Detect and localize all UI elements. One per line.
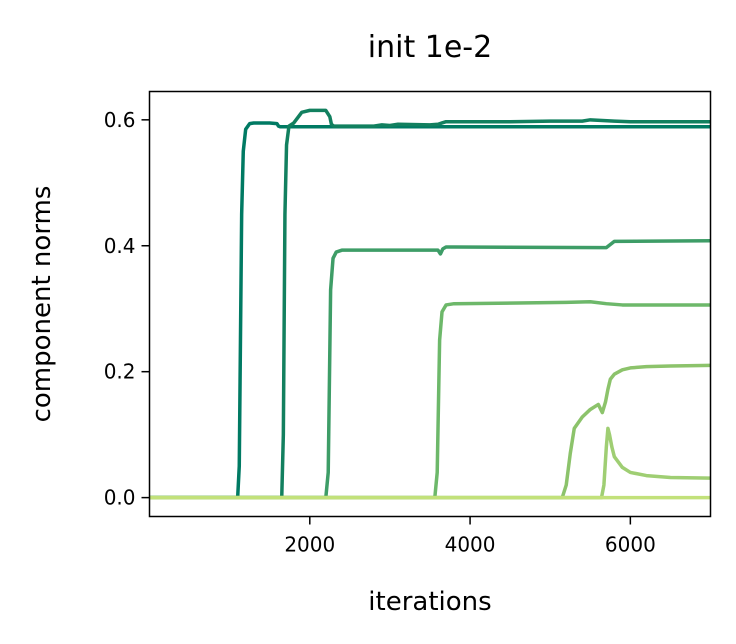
y-tick-label: 0.4 xyxy=(104,234,136,258)
series-line-5 xyxy=(149,363,711,500)
plot-frame xyxy=(148,90,712,518)
plot-area xyxy=(149,108,711,500)
x-tick-label: 6000 xyxy=(605,533,656,557)
y-axis-label: component norms xyxy=(27,186,57,423)
series-line-4 xyxy=(149,300,711,500)
y-tick-label: 0.0 xyxy=(104,486,136,510)
series-line-3 xyxy=(149,238,711,500)
series-line-2 xyxy=(149,108,711,500)
x-axis-label: iterations xyxy=(368,587,491,617)
series-line-1 xyxy=(149,121,711,500)
y-axis: 0.0 0.2 0.4 0.6 xyxy=(104,108,150,510)
x-axis: 2000 4000 6000 xyxy=(284,516,656,557)
y-tick-label: 0.2 xyxy=(104,360,136,384)
x-tick-label: 2000 xyxy=(284,533,335,557)
series-line-6 xyxy=(149,426,711,500)
y-tick-label: 0.6 xyxy=(104,108,136,132)
x-tick-label: 4000 xyxy=(445,533,496,557)
chart-title: init 1e-2 xyxy=(368,30,492,65)
